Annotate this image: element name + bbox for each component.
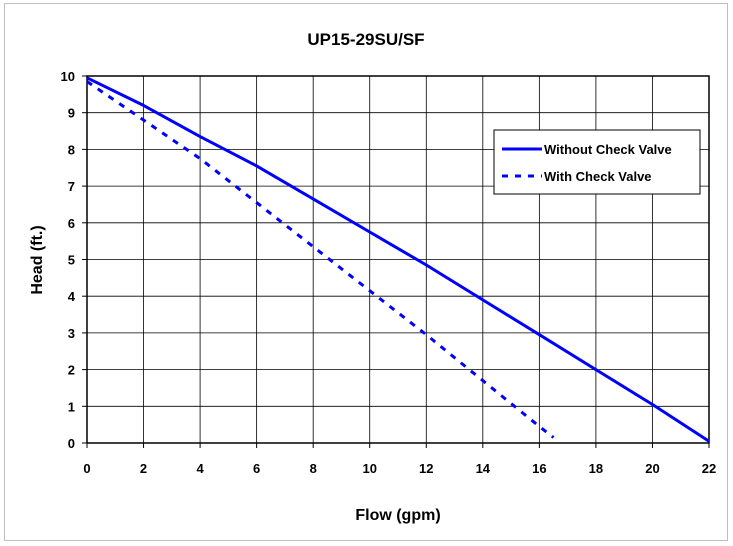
legend-label: With Check Valve (544, 169, 652, 184)
y-tick-label: 2 (68, 363, 75, 378)
y-tick-label: 5 (68, 253, 75, 268)
series-layer (86, 76, 710, 443)
chart-title: UP15-29SU/SF (307, 30, 424, 49)
legend-label: Without Check Valve (544, 142, 672, 157)
series-line-with-check-valve (86, 80, 555, 439)
x-axis-ticks: 0 2 4 6 8 10 12 14 16 18 20 22 (83, 443, 716, 476)
y-tick-label: 7 (68, 179, 75, 194)
x-tick-label: 8 (310, 461, 317, 476)
x-tick-label: 22 (702, 461, 716, 476)
series-line-without-check-valve (86, 76, 710, 443)
y-tick-label: 0 (68, 436, 75, 451)
x-tick-label: 0 (83, 461, 90, 476)
x-tick-label: 12 (419, 461, 433, 476)
chart-frame (4, 3, 728, 541)
x-tick-label: 18 (589, 461, 603, 476)
y-tick-label: 10 (61, 69, 75, 84)
x-tick-label: 20 (645, 461, 659, 476)
y-tick-label: 9 (68, 106, 75, 121)
legend: Without Check Valve With Check Valve (493, 129, 701, 195)
x-tick-label: 16 (532, 461, 546, 476)
x-tick-label: 2 (140, 461, 147, 476)
y-tick-label: 8 (68, 142, 75, 157)
x-tick-label: 14 (476, 461, 491, 476)
y-tick-label: 3 (68, 326, 75, 341)
y-tick-label: 1 (68, 399, 75, 414)
x-axis-label: Flow (gpm) (355, 507, 440, 524)
legend-box (493, 129, 701, 195)
y-tick-label: 4 (68, 289, 76, 304)
x-tick-label: 10 (362, 461, 376, 476)
y-axis-label: Head (ft.) (29, 225, 46, 294)
y-tick-label: 6 (68, 216, 75, 231)
y-axis-ticks: 0 1 2 3 4 5 6 7 8 9 10 (61, 69, 87, 451)
x-tick-label: 6 (253, 461, 260, 476)
x-tick-label: 4 (196, 461, 204, 476)
